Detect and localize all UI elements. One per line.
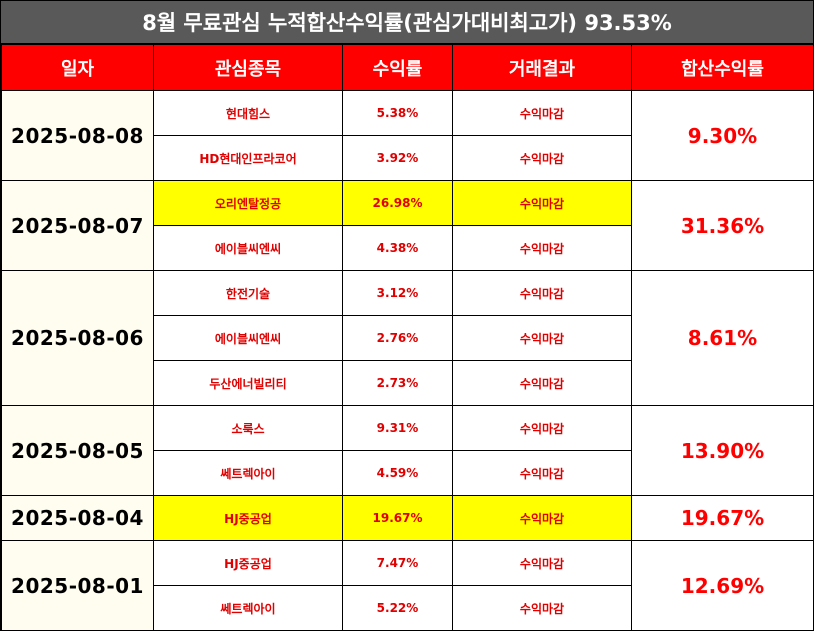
total-yield-cell: 19.67%: [631, 495, 814, 541]
result-cell: 수익마감: [452, 225, 632, 271]
stock-name-cell: 쎄트렉아이: [153, 585, 343, 631]
table-row: HD현대인프라코어 3.92% 수익마감: [2, 135, 814, 181]
yield-cell: 2.73%: [342, 360, 453, 406]
total-yield-cell: 9.30%: [631, 90, 814, 181]
result-cell: 수익마감: [452, 540, 632, 586]
yield-cell: 5.38%: [342, 90, 453, 136]
table-row: 2025-08-05 소룩스 9.31% 수익마감 13.90%: [1, 405, 814, 496]
date-cell: 2025-08-08: [1, 90, 154, 181]
yield-cell: 4.38%: [342, 225, 453, 271]
table-row: 2025-08-06 한전기술 3.12% 수익마감 8.61%: [1, 270, 814, 406]
result-cell: 수익마감: [452, 315, 632, 361]
date-cell: 2025-08-01: [1, 540, 154, 631]
table-row: 2025-08-01 HJ중공업 7.47% 수익마감 12.69%: [1, 540, 814, 631]
stock-name-cell: 에이블씨엔씨: [153, 315, 343, 361]
result-cell: 수익마감: [452, 90, 632, 136]
yield-cell: 2.76%: [342, 315, 453, 361]
returns-table: 일자 관심종목 수익률 거래결과 합산수익률 2025-08-08 현대힘스 5.3…: [1, 44, 814, 631]
table-row: 에이블씨엔씨 4.38% 수익마감: [2, 225, 814, 271]
date-cell: 2025-08-05: [1, 405, 154, 496]
date-cell: 2025-08-07: [1, 180, 154, 271]
table-row: 쎄트렉아이 5.22% 수익마감: [2, 585, 814, 631]
result-cell: 수익마감: [452, 450, 632, 496]
table-row: 쎄트렉아이 4.59% 수익마감: [2, 450, 814, 496]
result-cell: 수익마감: [452, 585, 632, 631]
header-total: 합산수익률: [631, 44, 814, 91]
yield-cell: 4.59%: [342, 450, 453, 496]
stock-name-cell: 오리엔탈정공: [153, 180, 343, 226]
header-yield: 수익률: [342, 44, 453, 91]
total-yield-cell: 12.69%: [631, 540, 814, 631]
stock-name-cell: HD현대인프라코어: [153, 135, 343, 181]
result-cell: 수익마감: [452, 405, 632, 451]
table-row: 2025-08-07 오리엔탈정공 26.98% 수익마감 31.36%: [1, 180, 814, 271]
yield-cell: 9.31%: [342, 405, 453, 451]
result-cell: 수익마감: [452, 360, 632, 406]
result-cell: 수익마감: [452, 135, 632, 181]
yield-cell: 3.12%: [342, 270, 453, 316]
page-title: 8월 무료관심 누적합산수익률(관심가대비최고가) 93.53%: [1, 1, 813, 44]
total-yield-cell: 8.61%: [631, 270, 814, 406]
stock-name-cell: 한전기술: [153, 270, 343, 316]
table-row: 2025-08-08 현대힘스 5.38% 수익마감 9.30%: [1, 90, 814, 181]
table-body: 2025-08-08 현대힘스 5.38% 수익마감 9.30% HD현대인프라코어 3.9…: [1, 90, 814, 631]
result-cell: 수익마감: [452, 270, 632, 316]
header-result: 거래결과: [452, 44, 632, 91]
stock-name-cell: 두산에너빌리티: [153, 360, 343, 406]
date-cell: 2025-08-06: [1, 270, 154, 406]
result-cell: 수익마감: [452, 495, 632, 541]
stock-name-cell: 현대힘스: [153, 90, 343, 136]
total-yield-cell: 13.90%: [631, 405, 814, 496]
stock-name-cell: 쎄트렉아이: [153, 450, 343, 496]
header-stock: 관심종목: [153, 44, 343, 91]
table-row: 에이블씨엔씨 2.76% 수익마감: [2, 315, 814, 361]
stock-name-cell: 소룩스: [153, 405, 343, 451]
yield-cell: 26.98%: [342, 180, 453, 226]
table-row: 2025-08-04 HJ중공업 19.67% 수익마감 19.67%: [1, 495, 814, 541]
header-row: 일자 관심종목 수익률 거래결과 합산수익률: [1, 44, 814, 91]
yield-cell: 19.67%: [342, 495, 453, 541]
stock-name-cell: HJ중공업: [153, 495, 343, 541]
yield-cell: 3.92%: [342, 135, 453, 181]
stock-name-cell: 에이블씨엔씨: [153, 225, 343, 271]
total-yield-cell: 31.36%: [631, 180, 814, 271]
yield-cell: 7.47%: [342, 540, 453, 586]
date-cell: 2025-08-04: [1, 495, 154, 541]
yield-cell: 5.22%: [342, 585, 453, 631]
header-date: 일자: [1, 44, 154, 91]
result-cell: 수익마감: [452, 180, 632, 226]
table-row: 두산에너빌리티 2.73% 수익마감: [2, 360, 814, 406]
stock-name-cell: HJ중공업: [153, 540, 343, 586]
